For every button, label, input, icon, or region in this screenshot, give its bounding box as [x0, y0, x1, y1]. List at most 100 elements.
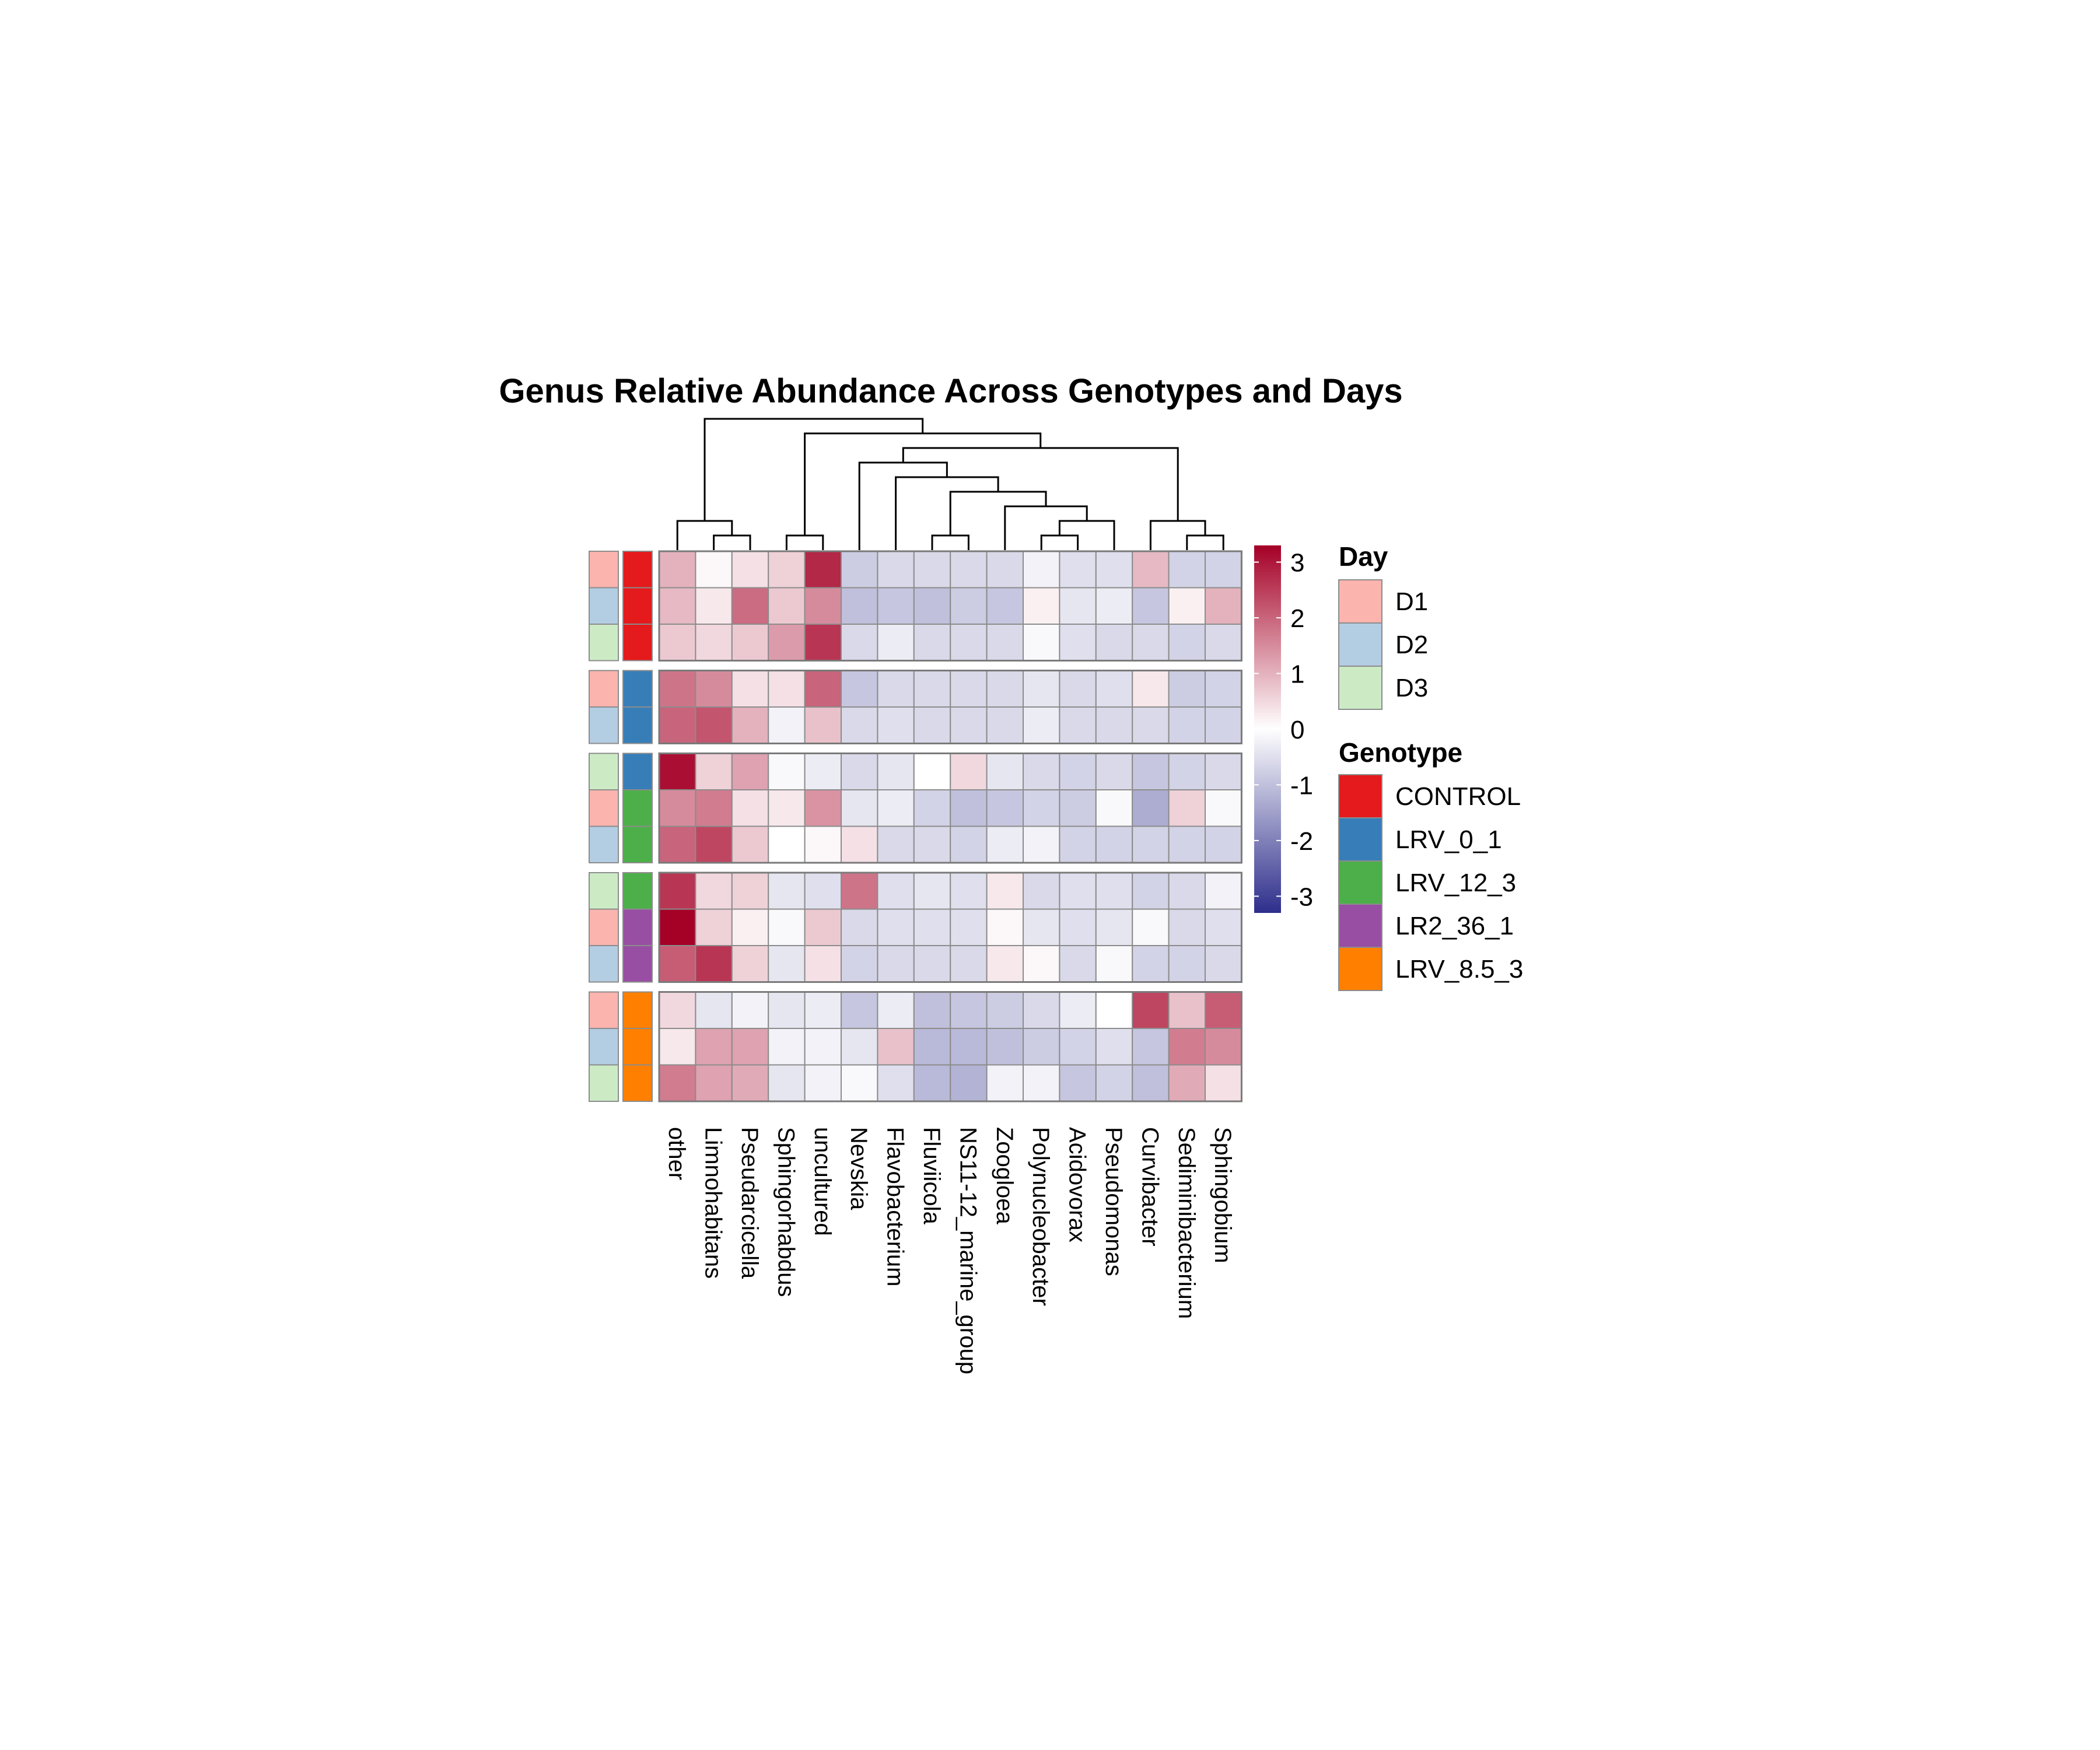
heatmap-cell — [804, 1028, 842, 1066]
heatmap-cell — [1132, 991, 1170, 1029]
heatmap-cell — [1095, 908, 1133, 946]
heatmap-cell — [768, 752, 806, 790]
dendrogram-branch — [1186, 534, 1224, 550]
heatmap-cell — [695, 789, 733, 827]
column-label: uncultured — [810, 1127, 835, 1236]
heatmap-cell — [950, 872, 988, 910]
heatmap-cell — [768, 1028, 806, 1066]
heatmap-cell — [1023, 670, 1060, 708]
heatmap-cell — [1095, 1028, 1133, 1066]
color-scale-label: 2 — [1290, 604, 1304, 633]
heatmap-cell — [1132, 908, 1170, 946]
heatmap-group-border — [658, 872, 1242, 983]
chart-title: Genus Relative Abundance Across Genotype… — [499, 372, 1402, 410]
day-annotation-cell — [589, 706, 619, 744]
heatmap-cell — [913, 706, 951, 744]
genotype-annotation-cell — [622, 706, 653, 744]
heatmap-cell — [659, 1028, 696, 1066]
heatmap-cell — [1023, 624, 1060, 662]
heatmap-cell — [950, 1028, 988, 1066]
heatmap-group-border — [658, 991, 1242, 1102]
heatmap-cell — [1132, 1064, 1170, 1102]
heatmap-cell — [950, 789, 988, 827]
dendrogram-branch — [895, 476, 999, 550]
heatmap-cell — [877, 908, 915, 946]
color-scale-label: -3 — [1290, 883, 1313, 911]
heatmap-cell — [1095, 1064, 1133, 1102]
day-legend-label: D3 — [1395, 674, 1428, 702]
heatmap-cell — [986, 1028, 1024, 1066]
heatmap-cell — [768, 706, 806, 744]
heatmap-cell — [731, 872, 769, 910]
heatmap-cell — [986, 945, 1024, 983]
day-legend-swatch — [1338, 666, 1382, 710]
heatmap-cell — [1059, 991, 1097, 1029]
heatmap-cell — [695, 624, 733, 662]
heatmap-cell — [731, 706, 769, 744]
heatmap-cell — [986, 825, 1024, 863]
genotype-legend-title: Genotype — [1339, 737, 1462, 768]
heatmap-cell — [986, 706, 1024, 744]
heatmap-cell — [1059, 872, 1097, 910]
heatmap-cell — [731, 551, 769, 589]
genotype-legend-swatch — [1338, 904, 1382, 948]
heatmap-cell — [1095, 872, 1133, 910]
heatmap-cell — [731, 587, 769, 625]
column-label: Zoogloea — [992, 1127, 1017, 1225]
heatmap-cell — [1023, 789, 1060, 827]
day-annotation-cell — [589, 991, 619, 1029]
heatmap-cell — [913, 624, 951, 662]
heatmap-cell — [731, 945, 769, 983]
genotype-legend-swatch — [1338, 947, 1382, 991]
heatmap-cell — [804, 908, 842, 946]
column-dendrogram — [676, 418, 1224, 550]
heatmap-cell — [1132, 624, 1170, 662]
heatmap-cell — [1168, 752, 1206, 790]
heatmap-cell — [768, 1064, 806, 1102]
heatmap-cell — [1095, 752, 1133, 790]
heatmap-cell — [1023, 551, 1060, 589]
heatmap-cell — [913, 945, 951, 983]
heatmap-cell — [659, 670, 696, 708]
genotype-legend-swatch — [1338, 774, 1382, 818]
heatmap-cell — [659, 587, 696, 625]
heatmap-cell — [877, 670, 915, 708]
heatmap-cells — [658, 550, 1242, 1102]
day-annotation-cell — [589, 945, 619, 983]
heatmap-cell — [731, 670, 769, 708]
heatmap-cell — [986, 624, 1024, 662]
heatmap-cell — [659, 945, 696, 983]
heatmap-group-border — [658, 752, 1242, 864]
genotype-legend-label: CONTROL — [1395, 782, 1521, 811]
heatmap-cell — [913, 752, 951, 790]
genotype-annotation-cell — [622, 872, 653, 910]
heatmap-cell — [1059, 825, 1097, 863]
heatmap-cell — [1132, 789, 1170, 827]
genotype-annotation-cell — [622, 551, 653, 589]
heatmap-cell — [804, 825, 842, 863]
column-label: Polynucleobacter — [1028, 1127, 1054, 1306]
heatmap-cell — [1168, 670, 1206, 708]
heatmap-cell — [768, 624, 806, 662]
dendrogram-branch — [858, 461, 948, 550]
heatmap-cell — [1023, 908, 1060, 946]
heatmap-cell — [1205, 670, 1242, 708]
day-annotation-cell — [589, 670, 619, 708]
day-annotation-cell — [589, 752, 619, 790]
heatmap-cell — [986, 1064, 1024, 1102]
genotype-annotation-cell — [622, 1028, 653, 1066]
heatmap-cell — [986, 587, 1024, 625]
heatmap-cell — [1023, 587, 1060, 625]
heatmap-cell — [841, 1064, 878, 1102]
heatmap-cell — [1168, 825, 1206, 863]
heatmap-cell — [768, 587, 806, 625]
heatmap-cell — [1095, 587, 1133, 625]
column-labels: other Limnohabitans Pseudarcicella Sphingor… — [664, 1127, 1236, 1374]
heatmap-cell — [1205, 551, 1242, 589]
heatmap-cell — [1132, 825, 1170, 863]
heatmap-group-border — [658, 550, 1242, 662]
heatmap-cell — [695, 706, 733, 744]
heatmap-cell — [841, 825, 878, 863]
heatmap-cell — [841, 872, 878, 910]
